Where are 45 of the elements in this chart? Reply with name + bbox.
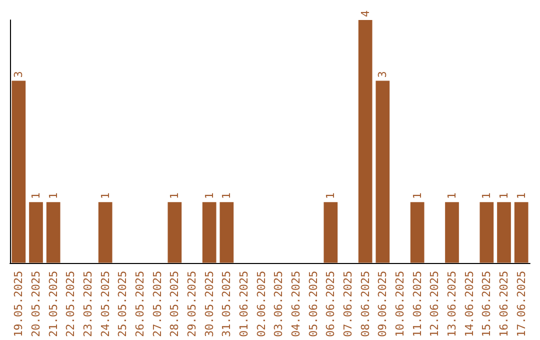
data-label: 3 xyxy=(376,71,390,78)
x-tick-label: 06.06.2025 xyxy=(324,270,338,338)
x-tick-label: 02.06.2025 xyxy=(254,270,268,338)
x-tick-label: 01.06.2025 xyxy=(238,270,250,338)
data-label: 1 xyxy=(202,192,216,200)
x-tick-label: 23.05.2025 xyxy=(82,270,94,338)
x-tick-label: 05.06.2025 xyxy=(306,270,320,338)
x-tick-label: 07.06.2025 xyxy=(342,270,354,338)
data-label: 1 xyxy=(324,192,338,200)
x-tick-label: 16.06.2025 xyxy=(498,270,510,338)
x-tick-label: 28.05.2025 xyxy=(168,270,182,338)
x-tick-label: 19.05.2025 xyxy=(12,270,26,338)
data-label: 1 xyxy=(98,192,112,200)
x-tick-label: 26.05.2025 xyxy=(134,270,146,338)
x-tick-label: 24.05.2025 xyxy=(98,270,112,338)
x-tick-label: 29.05.2025 xyxy=(186,270,198,338)
data-label: 1 xyxy=(480,192,494,200)
x-tick-label: 09.06.2025 xyxy=(376,270,390,338)
data-label: 1 xyxy=(514,192,528,200)
x-tick-label: 17.06.2025 xyxy=(514,270,528,338)
data-label: 1 xyxy=(46,192,60,200)
data-label: 1 xyxy=(446,192,458,200)
x-tick-label: 27.05.2025 xyxy=(150,270,164,338)
x-tick-label: 25.05.2025 xyxy=(116,270,130,338)
x-tick-label: 13.06.2025 xyxy=(446,270,458,338)
x-tick-label: 08.06.2025 xyxy=(358,270,372,338)
x-tick-label: 20.05.2025 xyxy=(30,270,42,338)
data-label: 3 xyxy=(12,71,26,78)
x-tick-label: 12.06.2025 xyxy=(428,270,442,338)
x-tick-label: 21.05.2025 xyxy=(46,270,60,338)
x-tick-label: 04.06.2025 xyxy=(290,270,302,338)
x-tick-label: 03.06.2025 xyxy=(272,270,286,338)
x-tick-label: 10.06.2025 xyxy=(394,270,406,338)
data-label: 1 xyxy=(410,192,424,200)
data-label: 1 xyxy=(30,192,42,200)
x-tick-label: 11.06.2025 xyxy=(410,270,424,338)
x-tick-label: 22.05.2025 xyxy=(64,270,78,338)
x-tick-label: 14.06.2025 xyxy=(462,270,476,338)
data-label: 4 xyxy=(358,10,372,17)
x-tick-label: 31.05.2025 xyxy=(220,270,234,338)
data-label: 1 xyxy=(498,192,510,200)
data-label: 1 xyxy=(168,192,182,200)
x-tick-label: 30.05.2025 xyxy=(202,270,216,338)
x-tick-label: 15.06.2025 xyxy=(480,270,494,338)
data-label: 1 xyxy=(220,192,234,200)
